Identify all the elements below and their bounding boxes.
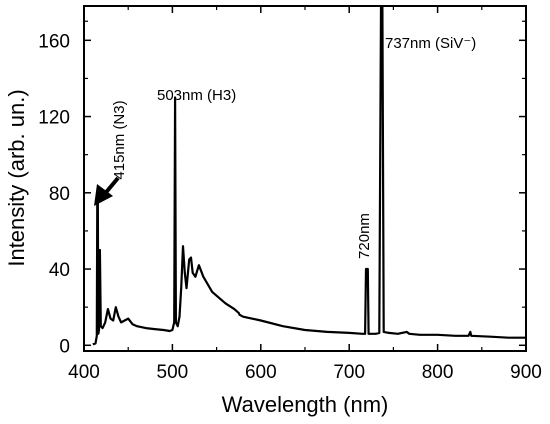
annotation-n3-arrow [94, 176, 120, 206]
axis-ticks [83, 6, 527, 351]
x-tick-label: 900 [510, 362, 542, 383]
y-tick-label: 120 [38, 108, 70, 129]
x-tick-label: 400 [68, 362, 100, 383]
x-tick-label: 500 [157, 362, 189, 383]
annotation-siv-label: 737nm (SiV⁻) [385, 35, 476, 52]
axis-tick-labels: 400 500 600 700 800 900 0 40 80 120 160 [38, 31, 542, 383]
y-tick-label: 80 [49, 184, 70, 205]
y-axis-title: Intensity (arb. un.) [4, 89, 29, 266]
x-tick-label: 800 [422, 362, 454, 383]
annotation-h3-label: 503nm (H3) [157, 87, 236, 104]
plot-area-frame [83, 5, 527, 352]
annotation-n3-label: 415nm (N3) [111, 100, 128, 179]
y-tick-label: 0 [59, 336, 70, 357]
x-tick-label: 700 [333, 362, 365, 383]
x-tick-label: 600 [245, 362, 277, 383]
annotation-720nm-label: 720nm [356, 213, 373, 259]
y-tick-label: 160 [38, 31, 70, 52]
y-tick-label: 40 [49, 260, 70, 281]
spectrum-series-line [92, 5, 526, 346]
x-axis-title: Wavelength (nm) [222, 392, 389, 417]
